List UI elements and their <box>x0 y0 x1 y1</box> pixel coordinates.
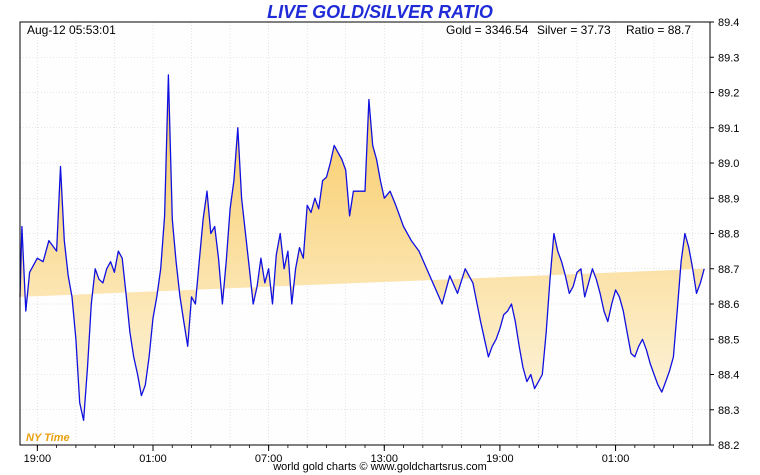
y-axis: 89.4 89.3 89.2 89.1 89.0 88.9 88.8 88.7 88.6 88.5… <box>710 17 739 452</box>
ratio-series-line <box>19 74 705 421</box>
silver-price-label: Silver = 37.73 <box>537 23 611 37</box>
y-tick-label: 88.7 <box>718 264 739 276</box>
chart-title: LIVE GOLD/SILVER RATIO <box>267 2 493 22</box>
x-tick-label: 19:00 <box>24 453 52 465</box>
gold-price-label: Gold = 3346.54 <box>446 23 529 37</box>
x-tick-label: 01:00 <box>602 453 630 465</box>
y-tick-label: 88.3 <box>718 405 739 417</box>
y-tick-label: 89.0 <box>718 158 739 170</box>
y-tick-label: 89.2 <box>718 88 739 100</box>
timestamp-label: Aug-12 05:53:01 <box>27 23 116 37</box>
x-axis: 19:00 01:00 07:00 13:00 19:00 01:00 <box>24 445 694 465</box>
y-tick-label: 88.5 <box>718 334 739 346</box>
y-tick-label: 88.9 <box>718 193 739 205</box>
y-tick-label: 89.1 <box>718 123 739 135</box>
y-tick-label: 89.4 <box>718 17 739 29</box>
y-tick-label: 88.8 <box>718 229 739 241</box>
y-tick-label: 88.2 <box>718 440 739 452</box>
y-tick-label: 89.3 <box>718 52 739 64</box>
x-tick-label: 13:00 <box>371 453 399 465</box>
y-tick-label: 88.4 <box>718 370 739 382</box>
y-tick-label: 88.6 <box>718 299 739 311</box>
x-tick-label: 19:00 <box>486 453 514 465</box>
x-tick-label: 07:00 <box>255 453 283 465</box>
footer-credit: world gold charts © www.goldchartsrus.co… <box>273 461 487 473</box>
ratio-area-fill <box>20 74 705 421</box>
ratio-value-label: Ratio = 88.7 <box>626 23 692 37</box>
x-tick-label: 01:00 <box>139 453 167 465</box>
timezone-label: NY Time <box>26 432 70 444</box>
